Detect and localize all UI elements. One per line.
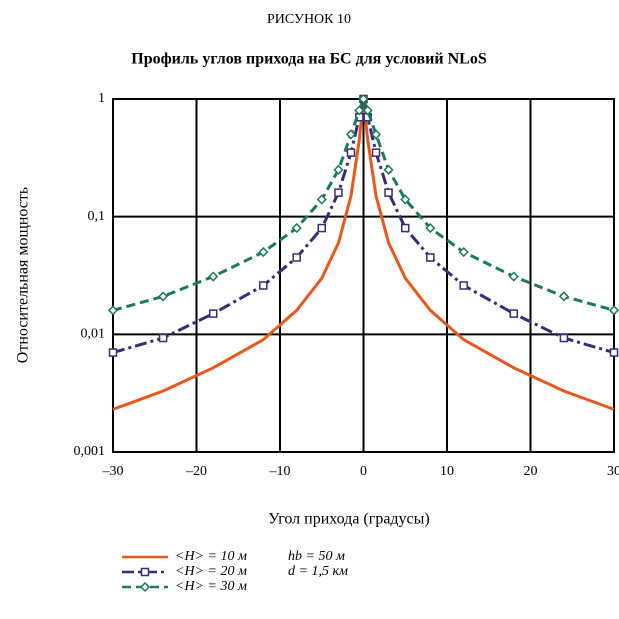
x-axis-label: Угол прихода (градусы) xyxy=(268,511,429,528)
marker xyxy=(354,105,365,116)
marker xyxy=(140,567,150,577)
x-tick-label: –30 xyxy=(102,464,124,479)
marker xyxy=(370,129,382,140)
legend-note: hb = 50 м xyxy=(288,549,345,564)
marker xyxy=(108,348,118,357)
marker xyxy=(158,291,169,302)
marker xyxy=(139,581,151,593)
x-tick-label: 20 xyxy=(524,464,538,479)
marker xyxy=(383,164,394,175)
chart-title: Профиль углов прихода на БС для условий … xyxy=(131,51,487,68)
marker xyxy=(208,309,218,318)
y-tick-label: 0,1 xyxy=(88,209,106,224)
legend-label: <H> = 30 м xyxy=(175,579,247,594)
figure-label: РИСУНОК 10 xyxy=(267,12,351,27)
marker xyxy=(371,148,381,157)
marker xyxy=(559,333,569,343)
marker xyxy=(107,305,119,316)
marker xyxy=(608,305,619,316)
marker xyxy=(400,194,411,205)
marker xyxy=(425,223,436,234)
marker xyxy=(384,188,393,197)
marker xyxy=(508,271,519,282)
y-tick-label: 1 xyxy=(98,91,105,106)
y-tick-label: 0,001 xyxy=(74,444,106,459)
marker xyxy=(317,223,326,233)
legend-note: d = 1,5 км xyxy=(288,564,348,579)
y-tick-label: 0,01 xyxy=(81,327,106,342)
marker xyxy=(291,223,302,234)
marker xyxy=(362,105,373,116)
marker xyxy=(346,148,356,157)
marker xyxy=(401,223,410,233)
marker xyxy=(208,271,219,282)
marker xyxy=(609,348,619,357)
marker xyxy=(259,281,268,290)
marker xyxy=(316,194,327,205)
marker xyxy=(292,253,301,262)
x-tick-label: 30 xyxy=(607,464,619,479)
marker xyxy=(426,253,435,262)
marker xyxy=(334,188,343,197)
y-axis-label: Относительная мощность xyxy=(15,187,32,363)
marker xyxy=(509,309,519,318)
legend-label: <H> = 10 м xyxy=(175,549,247,564)
marker xyxy=(258,247,269,258)
x-tick-label: 10 xyxy=(440,464,454,479)
legend-label: <H> = 20 м xyxy=(175,564,247,579)
x-tick-label: –10 xyxy=(269,464,291,479)
marker xyxy=(345,129,357,140)
marker xyxy=(358,93,369,105)
marker xyxy=(558,291,569,302)
marker xyxy=(459,281,468,290)
x-tick-label: –20 xyxy=(185,464,207,479)
marker xyxy=(158,333,168,343)
marker xyxy=(458,247,469,258)
x-tick-label: 0 xyxy=(360,464,367,479)
marker xyxy=(333,164,344,175)
